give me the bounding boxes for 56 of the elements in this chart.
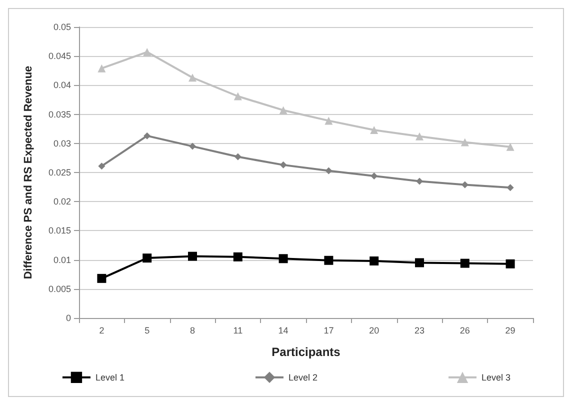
point — [142, 254, 152, 263]
y-tick-label: 0 — [66, 313, 71, 323]
legend-label: Level 1 — [95, 372, 124, 382]
point — [370, 256, 379, 266]
point — [280, 161, 287, 168]
point — [370, 172, 378, 180]
point — [506, 259, 515, 268]
point — [189, 142, 196, 150]
x-tick-label: 2 — [99, 326, 104, 336]
point — [325, 167, 332, 174]
x-axis-title: Participants — [272, 345, 341, 359]
point — [143, 48, 152, 56]
point — [188, 252, 197, 261]
point — [415, 258, 424, 268]
x-tick-label: 23 — [414, 326, 425, 336]
point — [188, 74, 196, 82]
point — [324, 116, 333, 125]
point — [97, 274, 106, 283]
point — [234, 153, 242, 160]
y-tick-label: 0.05 — [53, 22, 71, 32]
y-tick-label: 0.025 — [48, 168, 71, 178]
y-tick-label: 0.015 — [48, 226, 71, 236]
point — [279, 106, 288, 114]
x-tick-label: 5 — [144, 326, 150, 336]
point — [461, 181, 468, 188]
point — [506, 142, 514, 151]
x-tick-label: 8 — [190, 326, 196, 336]
point — [234, 92, 242, 100]
point — [98, 64, 106, 72]
legend-label: Level 2 — [288, 372, 318, 382]
y-tick-label: 0.04 — [53, 80, 71, 90]
point — [278, 254, 288, 264]
point — [506, 184, 514, 192]
point — [416, 178, 423, 185]
x-tick-label: 17 — [324, 326, 334, 336]
y-tick-label: 0.045 — [48, 51, 71, 62]
point — [324, 256, 334, 265]
point — [233, 252, 242, 262]
y-tick-label: 0.03 — [53, 138, 71, 148]
point — [98, 162, 106, 170]
x-tick-label: 20 — [369, 326, 380, 336]
x-tick-label: 26 — [460, 326, 470, 336]
point — [416, 132, 424, 140]
y-tick-label: 0.035 — [48, 109, 71, 120]
point — [460, 138, 469, 146]
y-axis-title: Difference PS and RS Expected Revenue — [22, 66, 34, 280]
point — [144, 132, 151, 140]
y-tick-label: 0.01 — [53, 254, 71, 265]
legend-label: Level 3 — [482, 372, 511, 382]
y-tick-label: 0.02 — [53, 196, 71, 207]
x-tick-label: 14 — [278, 326, 288, 336]
x-tick-label: 11 — [233, 326, 243, 336]
point — [460, 258, 470, 268]
y-tick-label: 0.005 — [48, 284, 71, 294]
point — [370, 126, 378, 134]
x-tick-label: 29 — [505, 326, 516, 336]
